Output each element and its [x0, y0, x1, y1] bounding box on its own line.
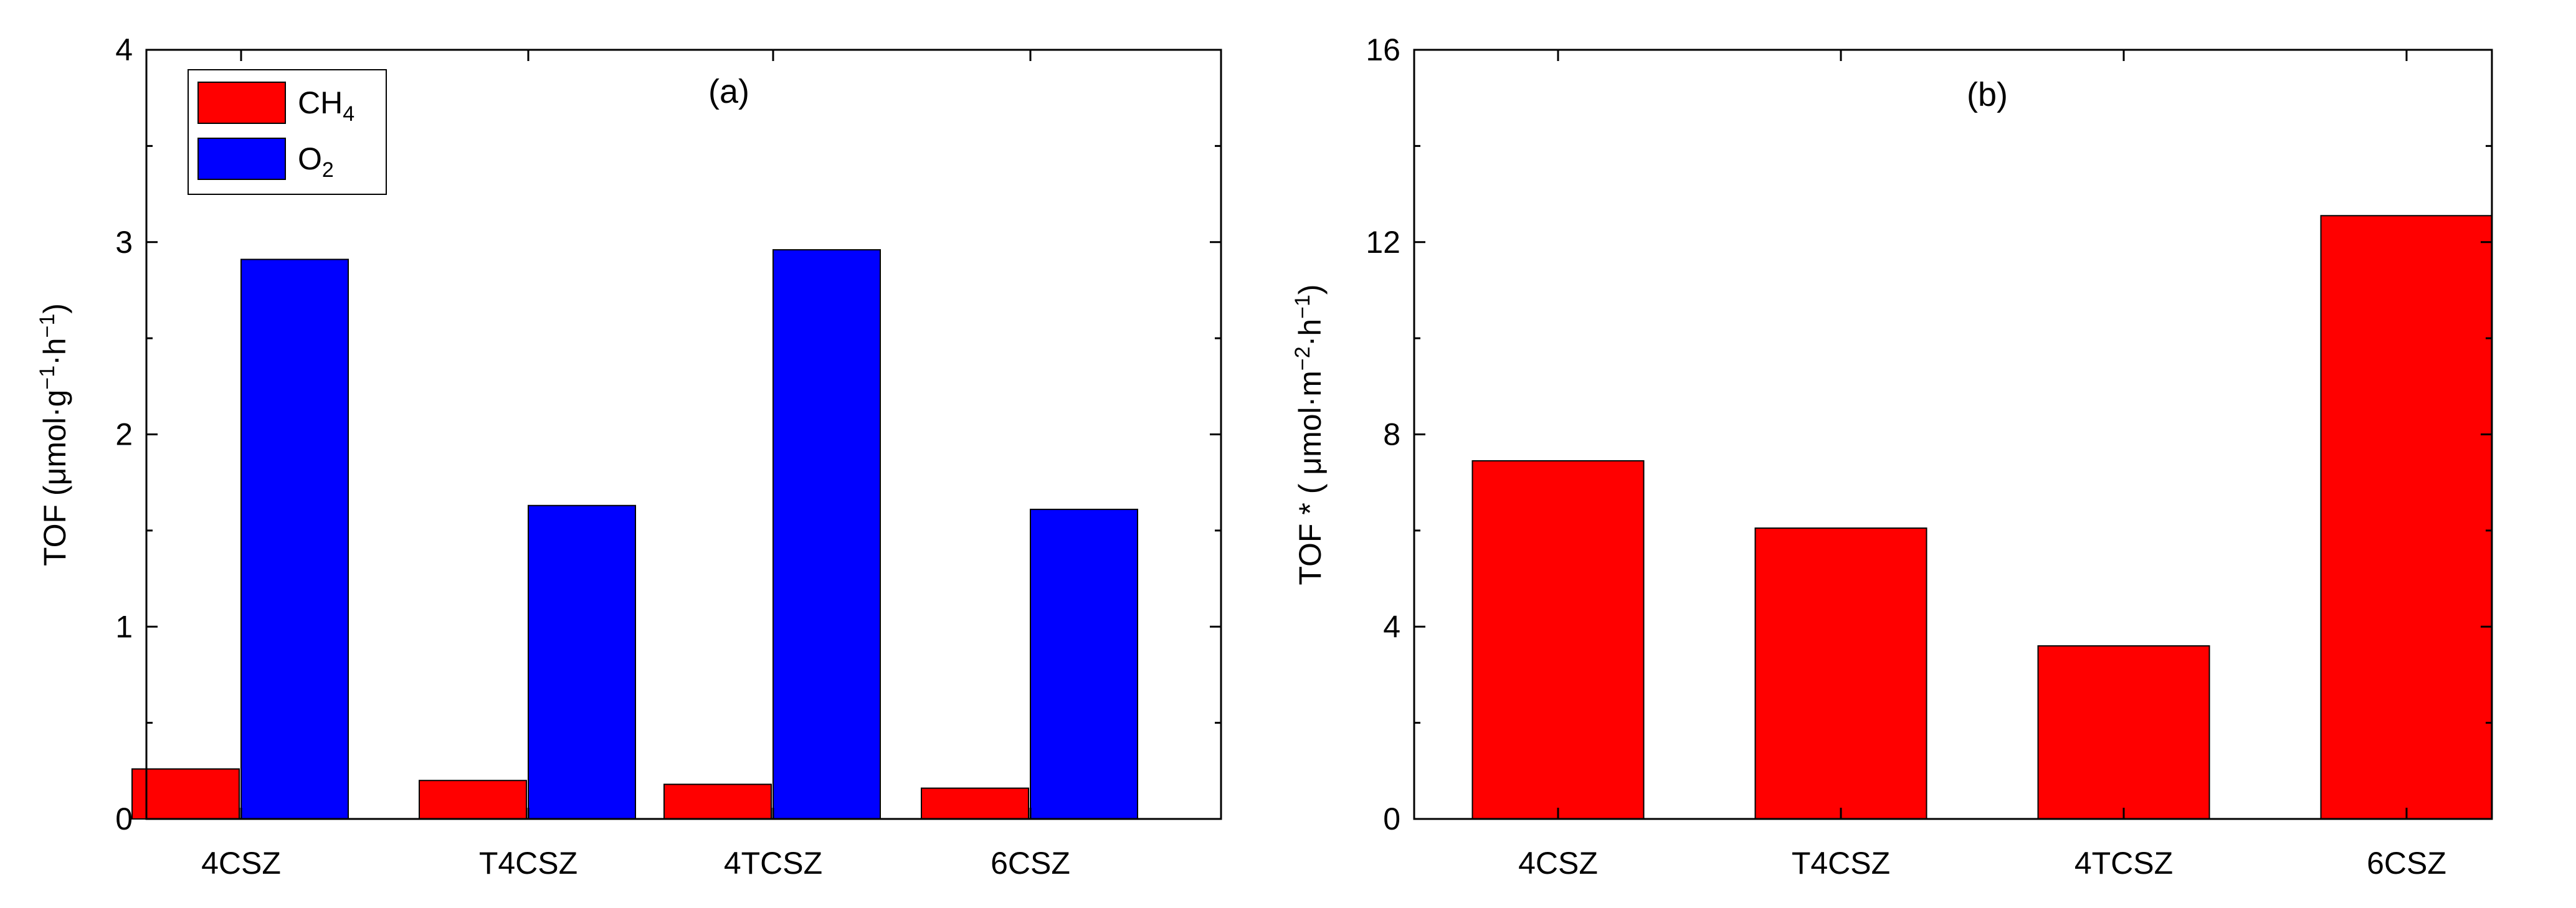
- x-tick-label-4tcsz: 4TCSZ: [724, 846, 822, 881]
- legend-label-ch4: CH4: [298, 85, 354, 126]
- bar-ch4-6csz: [921, 787, 1029, 820]
- panel-b-frame: [1413, 49, 2493, 820]
- y-tick-label: 4: [1383, 609, 1400, 644]
- bar-o2-4csz: [240, 258, 349, 820]
- panel-b-x-axis: 4CSZ T4CSZ 4TCSZ 6CSZ: [1518, 50, 2446, 881]
- panel-b-y-axis-title: TOF * ( μmol·m−2·h−1): [1291, 284, 1328, 585]
- y-tick-label: 0: [115, 802, 133, 836]
- legend-swatch-ch4: [197, 82, 286, 124]
- legend-label-o2: O2: [298, 141, 334, 182]
- y-tick-label: 8: [1383, 417, 1400, 452]
- y-tick-label: 0: [1383, 802, 1400, 836]
- y-tick-label: 3: [115, 225, 133, 260]
- x-tick-label-4csz: 4CSZ: [1518, 846, 1598, 881]
- y-tick-label: 1: [115, 609, 133, 644]
- bar-ch4-4tcsz: [663, 783, 772, 820]
- x-tick-label-6csz: 6CSZ: [2367, 846, 2446, 881]
- bar-o2-t4csz: [528, 504, 636, 820]
- legend-swatch-o2: [197, 138, 286, 180]
- panel-a-x-axis: 4CSZ T4CSZ 4TCSZ 6CSZ: [201, 50, 1070, 881]
- y-tick-label: 4: [115, 32, 133, 67]
- bar-ch4-4csz: [131, 768, 240, 820]
- legend: CH4 O2: [188, 69, 387, 195]
- y-tick-label: 2: [115, 417, 133, 452]
- panel-a-y-axis: 0 1 2 3 4: [115, 32, 1221, 836]
- bar-o2-6csz: [1030, 508, 1138, 820]
- x-tick-label-4csz: 4CSZ: [201, 846, 281, 881]
- bar-tof-t4csz: [1754, 527, 1927, 820]
- y-tick-label: 16: [1366, 32, 1400, 67]
- bar-tof-4tcsz: [2037, 645, 2210, 820]
- x-tick-label-t4csz: T4CSZ: [1792, 846, 1890, 881]
- panel-b-bars: [1471, 215, 2493, 820]
- x-tick-label-t4csz: T4CSZ: [479, 846, 577, 881]
- x-tick-label-6csz: 6CSZ: [991, 846, 1070, 881]
- panel-a-label: (a): [708, 73, 749, 110]
- bar-tof-6csz: [2320, 215, 2493, 820]
- panel-a-frame: [145, 49, 1222, 820]
- x-tick-label-4tcsz: 4TCSZ: [2075, 846, 2173, 881]
- panel-a-bars: [131, 249, 1138, 820]
- bar-ch4-t4csz: [419, 780, 527, 820]
- chart-panel-b: (b) 0 4 8 12 16 4CSZ T4CSZ 4TCSZ 6CSZ TOF * ( μ…: [1291, 32, 2493, 881]
- chart-panel-a: (a) 0 1 2 3 4 4CSZ T4CSZ 4TCSZ 6CSZ CH4 O2 TOF …: [36, 32, 1222, 881]
- y-tick-label: 12: [1366, 225, 1400, 260]
- bar-o2-4tcsz: [772, 249, 881, 820]
- bar-tof-4csz: [1471, 460, 1645, 820]
- panel-a-y-axis-title: TOF (μmol·g−1·h−1): [36, 303, 72, 566]
- panel-b-y-axis: 0 4 8 12 16: [1366, 32, 2492, 836]
- panel-b-label: (b): [1967, 76, 2008, 113]
